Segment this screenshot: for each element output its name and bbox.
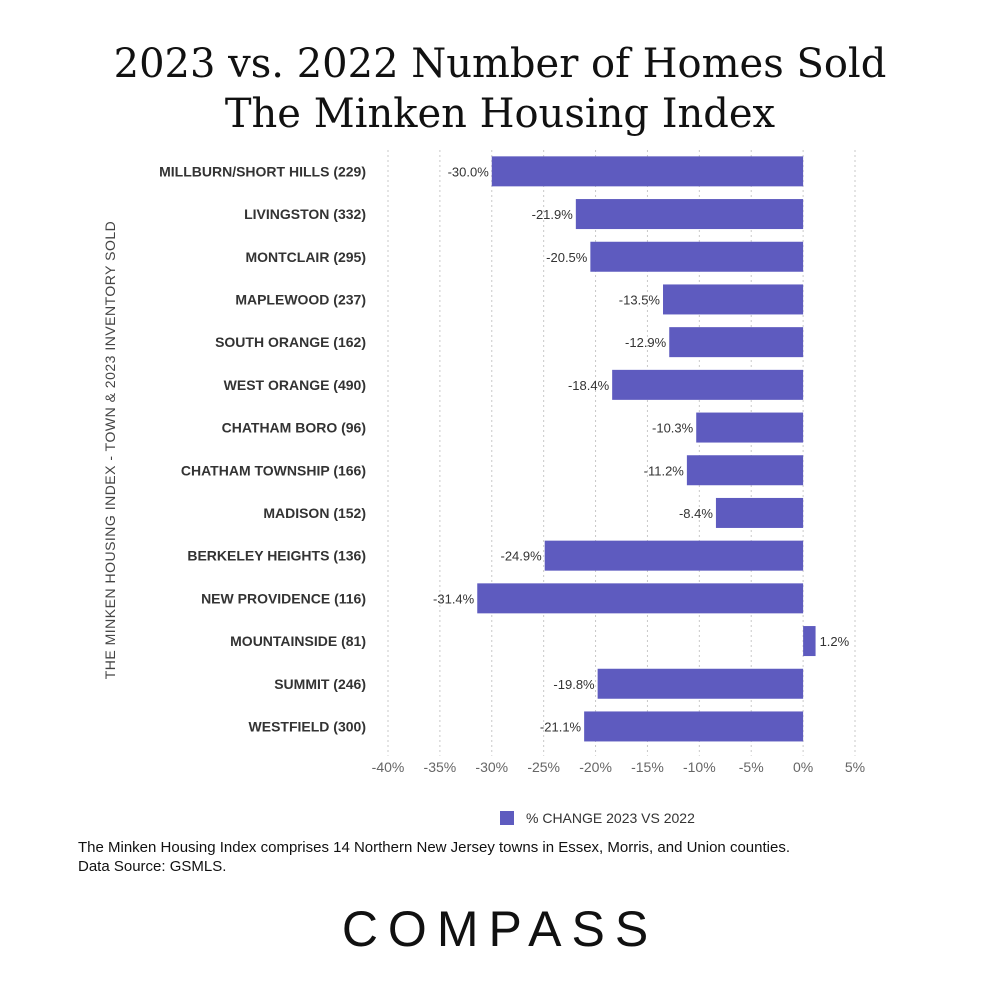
bar	[575, 199, 804, 230]
data-label: -24.9%	[501, 549, 543, 564]
data-label: 1.2%	[820, 634, 850, 649]
data-label: -12.9%	[625, 335, 667, 350]
x-tick-label: -35%	[424, 759, 457, 775]
bar	[663, 284, 804, 315]
data-label: -8.4%	[679, 506, 713, 521]
bar	[715, 497, 804, 528]
x-tick-label: -20%	[579, 759, 612, 775]
category-label: MONTCLAIR (295)	[245, 249, 366, 265]
x-tick-label: 0%	[793, 759, 813, 775]
chart-title-line-2: The Minken Housing Index	[224, 91, 776, 137]
data-label: -11.2%	[644, 463, 685, 478]
category-label: SOUTH ORANGE (162)	[215, 334, 366, 350]
data-label: -20.5%	[546, 250, 588, 265]
data-label: -18.4%	[568, 378, 610, 393]
category-label: BERKELEY HEIGHTS (136)	[187, 548, 366, 564]
x-tick-label: -10%	[683, 759, 716, 775]
chart-title-line-1: 2023 vs. 2022 Number of Homes Sold	[113, 41, 887, 87]
legend-label: % CHANGE 2023 VS 2022	[526, 810, 695, 826]
category-label: LIVINGSTON (332)	[244, 206, 366, 222]
category-label: WEST ORANGE (490)	[224, 377, 366, 393]
category-label: MILLBURN/SHORT HILLS (229)	[159, 163, 366, 179]
x-tick-label: -30%	[475, 759, 508, 775]
data-label: -10.3%	[652, 421, 694, 436]
category-label: MOUNTAINSIDE (81)	[230, 633, 366, 649]
bar	[477, 583, 804, 614]
category-label: CHATHAM TOWNSHIP (166)	[181, 462, 366, 478]
bar	[590, 241, 804, 272]
bar	[597, 668, 804, 699]
bar	[686, 455, 804, 486]
data-label: -13.5%	[619, 292, 661, 307]
legend-swatch	[500, 811, 514, 825]
bar-chart: -40% -35% -30% -25% -20% -15% -10% -5% 0% 5% MILLB…	[159, 150, 865, 775]
category-label: WESTFIELD (300)	[249, 718, 366, 734]
x-tick-label: -40%	[372, 759, 405, 775]
data-label: -31.4%	[433, 591, 475, 606]
legend: % CHANGE 2023 VS 2022	[500, 810, 695, 826]
x-tick-label: -15%	[631, 759, 664, 775]
category-label: MAPLEWOOD (237)	[235, 291, 366, 307]
bar	[669, 327, 804, 358]
x-tick-label: 5%	[845, 759, 865, 775]
compass-logo: COMPASS	[341, 901, 659, 957]
data-label: -19.8%	[553, 677, 595, 692]
x-tick-label: -5%	[739, 759, 764, 775]
category-label: CHATHAM BORO (96)	[222, 420, 366, 436]
bar	[696, 412, 804, 443]
category-label: NEW PROVIDENCE (116)	[201, 590, 366, 606]
footnote-line-1: The Minken Housing Index comprises 14 No…	[78, 839, 790, 856]
bar	[584, 711, 804, 742]
category-label: MADISON (152)	[263, 505, 366, 521]
data-label: -21.1%	[540, 719, 582, 734]
footnote: The Minken Housing Index comprises 14 No…	[78, 838, 938, 876]
data-label: -21.9%	[532, 207, 574, 222]
data-label: -30.0%	[448, 164, 490, 179]
bar	[544, 540, 804, 571]
footnote-line-2: Data Source: GSMLS.	[78, 858, 227, 875]
bar	[803, 626, 816, 657]
x-tick-label: -25%	[527, 759, 560, 775]
bar	[491, 156, 804, 187]
category-label: SUMMIT (246)	[274, 676, 366, 692]
bar	[612, 369, 804, 400]
